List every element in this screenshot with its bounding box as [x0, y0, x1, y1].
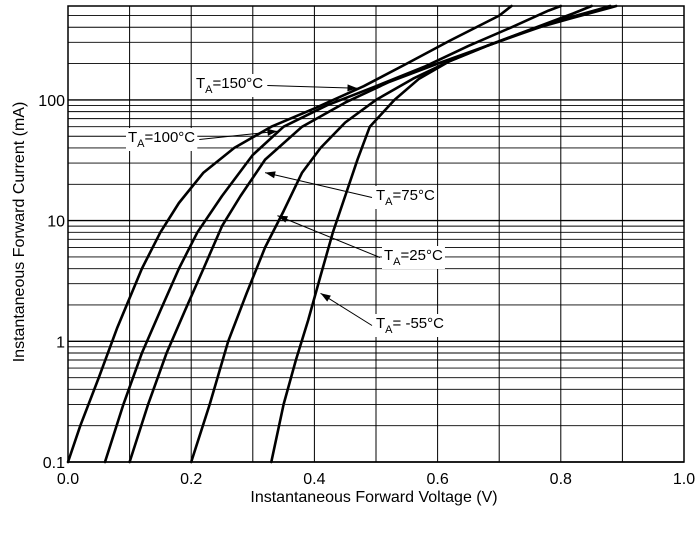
- x-tick-label: 0.8: [550, 471, 572, 488]
- y-tick-label: 1: [56, 334, 65, 351]
- y-tick-label: 10: [47, 214, 65, 231]
- x-axis-title: Instantaneous Forward Voltage (V): [250, 489, 497, 506]
- x-tick-label: 0.4: [303, 471, 325, 488]
- annotation-label-background: [374, 314, 447, 337]
- annotation-label-background: [126, 128, 198, 151]
- y-tick-label: 0.1: [43, 455, 65, 472]
- annotation-arrowhead: [265, 171, 276, 179]
- annotation-label-background: [374, 186, 437, 209]
- annotation-label-background: [382, 246, 445, 269]
- annotation-label: TA=100°C: [128, 129, 195, 150]
- series-lines: [66, 4, 618, 464]
- annotation-arrowhead: [277, 215, 288, 223]
- series-line: [103, 4, 563, 464]
- x-tick-label: 0.0: [57, 471, 79, 488]
- x-tick-label: 0.2: [180, 471, 202, 488]
- series-line: [270, 4, 612, 464]
- annotation-label: TA=150°C: [196, 75, 263, 96]
- y-tick-label: 100: [38, 93, 65, 110]
- plot-frame: [67, 5, 685, 463]
- annotation-leader: [265, 172, 373, 198]
- annotation-label: TA=75°C: [376, 187, 435, 208]
- series-line: [66, 4, 513, 464]
- grid: [67, 5, 685, 463]
- annotation-label: TA=25°C: [384, 247, 443, 268]
- annotation-label: TA= -55°C: [376, 315, 444, 336]
- annotation-arrowhead: [320, 293, 331, 302]
- tick-labels: 0.0 0.2 0.4 0.6 0.8 1.0 0.1 1 10 100: [38, 93, 695, 488]
- x-tick-label: 1.0: [673, 471, 695, 488]
- annotation-leader: [277, 215, 381, 258]
- y-axis-title: Instantaneous Forward Current (mA): [11, 102, 28, 363]
- annotation-label-background: [194, 74, 266, 97]
- annotation-leader: [267, 85, 358, 89]
- annotation-leader: [320, 292, 373, 326]
- annotations: TA=150°C TA=100°C TA=75°C TA=25°C TA= -55°C: [126, 74, 447, 337]
- annotation-leader: [199, 130, 278, 140]
- annotation-arrowhead: [347, 84, 358, 92]
- annotation-arrowhead: [267, 128, 278, 136]
- x-tick-label: 0.6: [426, 471, 448, 488]
